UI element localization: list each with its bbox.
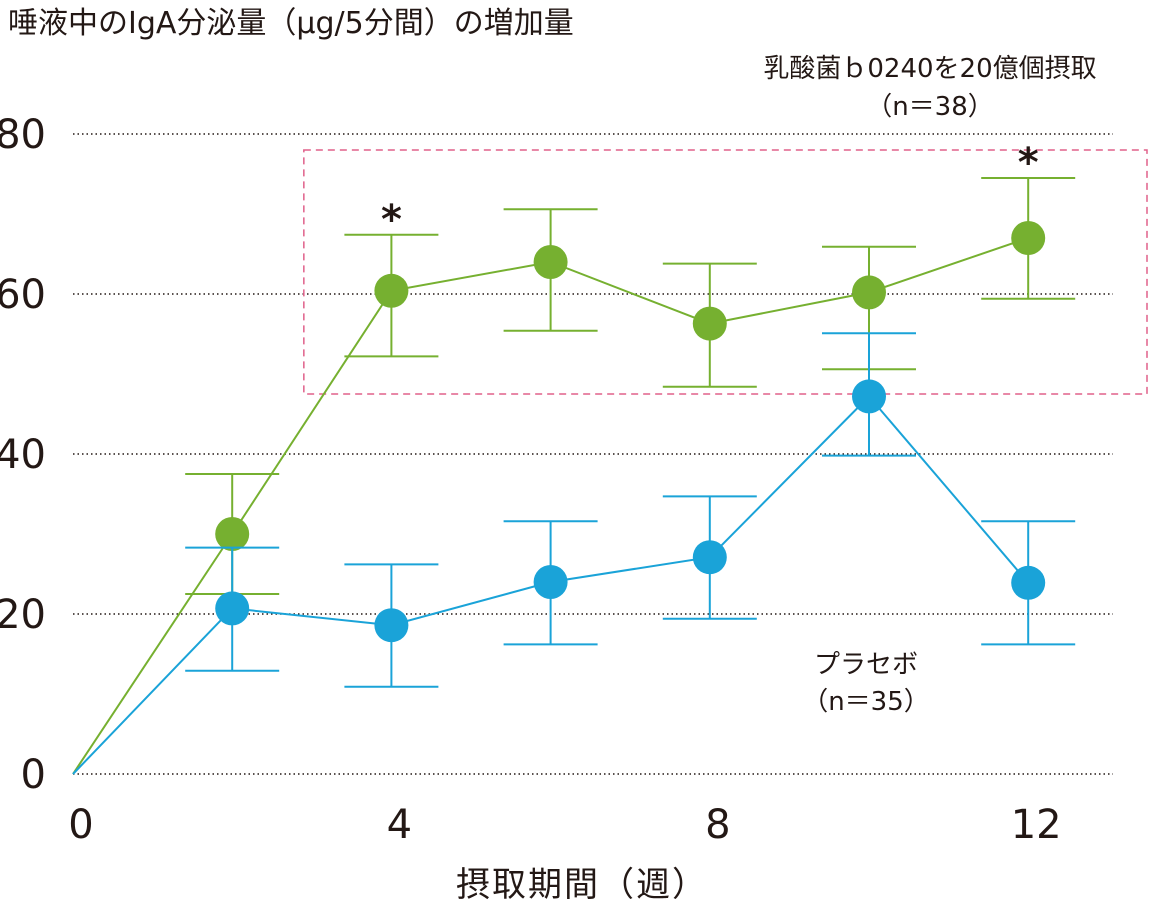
significance-marker: * (1018, 140, 1039, 186)
data-point (1011, 221, 1046, 255)
highlight-rect (303, 149, 1148, 395)
data-point (215, 517, 250, 551)
gridlines (73, 133, 1113, 775)
series-lactic: ** (72, 140, 1076, 775)
data-point (852, 379, 886, 414)
data-point (374, 608, 409, 643)
data-point (533, 565, 568, 599)
series-label-lactic: 乳酸菌ｂ0240を20億個摂取 (763, 54, 1096, 84)
data-point (692, 306, 727, 341)
y-tick-label: 60 (0, 272, 46, 318)
x-tick-label: 8 (705, 802, 730, 848)
highlight-box (303, 149, 1148, 395)
series-label-lactic: （n＝38） (866, 92, 994, 122)
y-tick-label: 20 (0, 592, 46, 638)
significance-marker: * (381, 197, 402, 243)
x-tick-label: 0 (68, 802, 93, 848)
data-point (533, 245, 568, 279)
y-tick-label: 0 (21, 752, 46, 798)
x-tick-label: 4 (387, 802, 412, 848)
x-axis-ticks: 0 4 8 12 (68, 802, 1061, 848)
x-axis-label: 摂取期間（週） (456, 865, 708, 905)
data-point (852, 275, 886, 310)
series-layer: ** (72, 140, 1076, 775)
series-label-placebo: （n＝35） (802, 687, 930, 717)
y-tick-label: 40 (0, 432, 46, 478)
data-point (215, 591, 250, 626)
y-tick-label: 80 (0, 112, 46, 158)
data-point (692, 540, 727, 575)
series-placebo (72, 332, 1076, 775)
data-point (374, 273, 409, 308)
y-axis-ticks: 0 20 40 60 80 (0, 112, 46, 798)
x-tick-label: 12 (1011, 802, 1062, 848)
series-label-placebo: プラセボ (814, 650, 918, 680)
series-labels: 乳酸菌ｂ0240を20億個摂取 （n＝38） プラセボ （n＝35） (763, 54, 1096, 717)
data-point (1011, 565, 1046, 600)
chart-title: 唾液中のIgA分泌量（μg/5分間）の増加量 (8, 6, 574, 41)
